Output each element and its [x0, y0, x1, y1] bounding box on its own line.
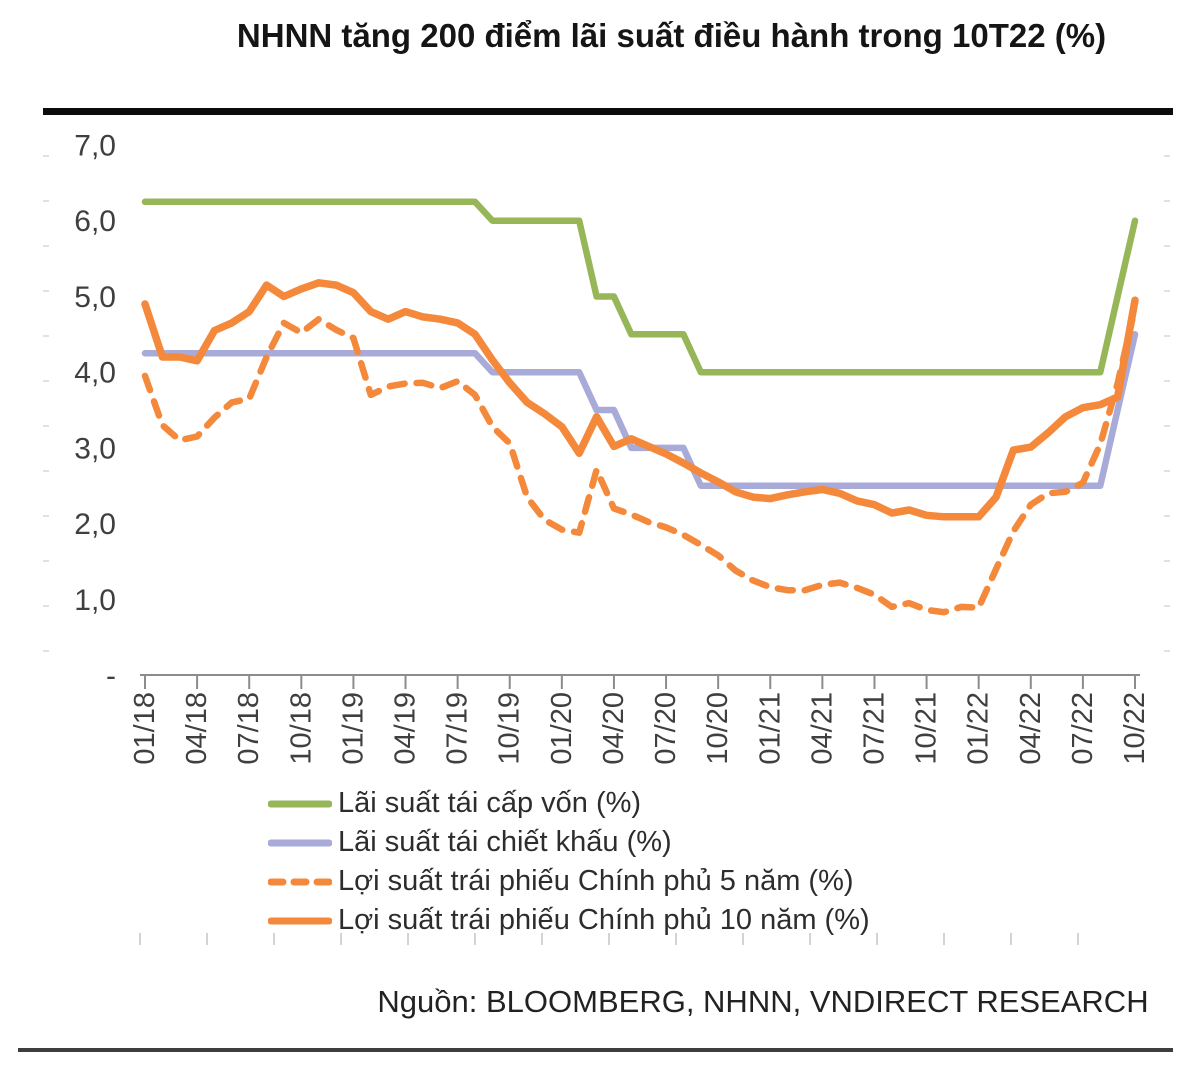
right-ruler-tick [1164, 335, 1170, 337]
right-ruler-tick [1164, 200, 1170, 202]
legend-swatch-bond10y-line [268, 917, 332, 924]
left-ruler-tick [43, 425, 49, 427]
x-tick-label: 01/18 [129, 692, 161, 765]
bottom-divider [18, 1048, 1173, 1052]
x-tick-label: 04/18 [181, 692, 213, 765]
left-ruler-tick [43, 380, 49, 382]
x-tick-label: 07/21 [858, 692, 890, 765]
x-tick-label: 10/22 [1119, 692, 1151, 765]
x-tick-label: 01/19 [337, 692, 369, 765]
left-ruler-tick [43, 515, 49, 517]
x-tick-label: 04/22 [1015, 692, 1047, 765]
legend-label: Lãi suất tái cấp vốn (%) [338, 787, 642, 819]
legend-item-bond10y: Lợi suất trái phiếu Chính phủ 10 năm (%) [268, 901, 870, 940]
right-ruler-tick [1164, 380, 1170, 382]
right-ruler-tick [1164, 470, 1170, 472]
left-ruler-tick [43, 650, 49, 652]
chart-legend: Lãi suất tái cấp vốn (%) Lãi suất tái chi… [268, 784, 870, 940]
left-ruler-tick [43, 200, 49, 202]
legend-item-bond5y: Lợi suất trái phiếu Chính phủ 5 năm (%) [268, 862, 870, 901]
legend-item-discount: Lãi suất tái chiết khấu (%) [268, 823, 870, 862]
legend-label: Lãi suất tái chiết khấu (%) [338, 826, 672, 858]
y-tick-label: 7,0 [74, 130, 116, 163]
legend-label: Lợi suất trái phiếu Chính phủ 10 năm (%) [338, 904, 870, 936]
x-tick-label: 07/18 [233, 692, 265, 765]
x-tick-label: 07/19 [442, 692, 474, 765]
right-ruler-tick [1164, 605, 1170, 607]
legend-swatch-refinancing-line [268, 800, 332, 807]
right-ruler-tick [1164, 650, 1170, 652]
right-ruler-tick [1164, 515, 1170, 517]
x-tick-label: 04/21 [806, 692, 838, 765]
legend-label: Lợi suất trái phiếu Chính phủ 5 năm (%) [338, 865, 854, 897]
title-underline-bar [43, 108, 1173, 115]
y-tick-label: - [106, 660, 116, 693]
right-ruler-tick [1164, 560, 1170, 562]
y-tick-label: 3,0 [74, 432, 116, 465]
left-ruler-tick [43, 470, 49, 472]
y-tick-label: 2,0 [74, 508, 116, 541]
x-tick-label: 10/19 [494, 692, 526, 765]
left-ruler-tick [43, 290, 49, 292]
y-tick-label: 6,0 [74, 205, 116, 238]
x-tick-label: 04/19 [390, 692, 422, 765]
legend-swatch-discount-line [268, 839, 332, 846]
right-ruler-tick [1164, 245, 1170, 247]
series-line-discount [141, 331, 1139, 489]
series-line-refinancing [141, 198, 1139, 376]
series-line-bond10y [141, 279, 1139, 521]
legend-item-refinancing: Lãi suất tái cấp vốn (%) [268, 784, 870, 823]
right-ruler-tick [1164, 425, 1170, 427]
x-tick-label: 04/20 [598, 692, 630, 765]
series-line-bond5y [141, 304, 1139, 616]
x-tick-label: 10/18 [285, 692, 317, 765]
x-tick-label: 10/21 [911, 692, 943, 765]
x-tick-label: 07/22 [1067, 692, 1099, 765]
y-tick-label: 5,0 [74, 281, 116, 314]
y-tick-label: 1,0 [74, 584, 116, 617]
x-tick-label: 01/22 [963, 692, 995, 765]
x-tick-label: 10/20 [702, 692, 734, 765]
chart-title: NHNN tăng 200 điểm lãi suất điều hành tr… [236, 17, 1107, 54]
legend-swatch-bond5y-dashed-line [268, 878, 332, 885]
right-ruler-tick [1164, 290, 1170, 292]
y-tick-label: 4,0 [74, 357, 116, 390]
left-ruler-tick [43, 560, 49, 562]
x-tick-label: 01/20 [546, 692, 578, 765]
x-tick-label: 01/21 [754, 692, 786, 765]
left-ruler-tick [43, 245, 49, 247]
left-ruler-tick [43, 605, 49, 607]
source-caption: Nguồn: BLOOMBERG, NHNN, VNDIRECT RESEARC… [377, 984, 1149, 1019]
left-ruler-tick [43, 335, 49, 337]
x-tick-label: 07/20 [650, 692, 682, 765]
right-ruler-tick [1164, 155, 1170, 157]
left-ruler-tick [43, 155, 49, 157]
